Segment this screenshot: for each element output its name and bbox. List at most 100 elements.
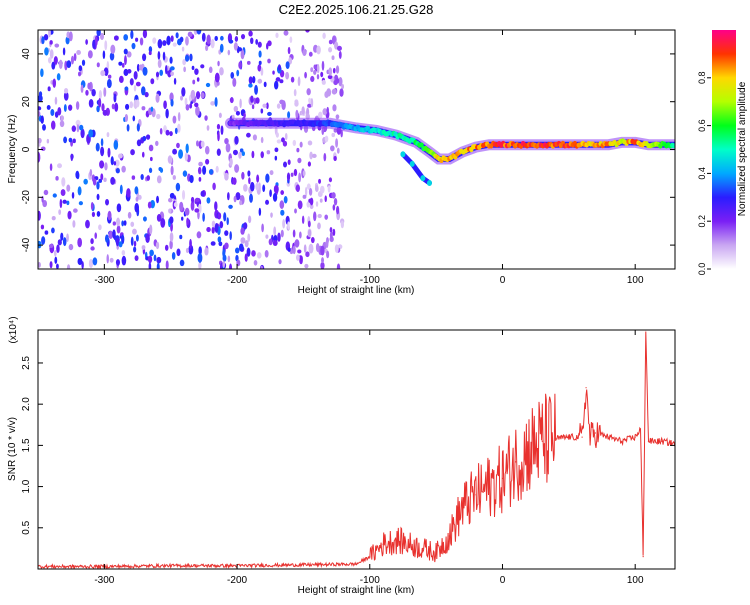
noise-speckle — [49, 261, 53, 269]
noise-speckle — [297, 249, 302, 254]
noise-speckle — [335, 65, 340, 74]
noise-speckle — [124, 113, 129, 122]
noise-speckle — [302, 170, 306, 177]
noise-speckle — [217, 212, 222, 220]
noise-speckle — [308, 97, 312, 104]
noise-speckle — [75, 170, 80, 179]
noise-speckle — [170, 222, 173, 232]
snr-point — [448, 535, 450, 537]
noise-speckle — [143, 216, 147, 222]
noise-speckle — [267, 58, 271, 64]
noise-speckle — [76, 124, 80, 133]
noise-speckle — [146, 175, 151, 181]
noise-speckle — [141, 106, 146, 111]
snr-point — [395, 539, 397, 541]
noise-speckle — [131, 175, 136, 180]
noise-speckle — [251, 104, 255, 110]
noise-speckle — [49, 49, 54, 59]
noise-speckle — [185, 143, 189, 154]
noise-speckle — [310, 75, 315, 82]
noise-speckle — [270, 212, 273, 218]
noise-speckle — [157, 51, 161, 60]
noise-speckle — [124, 55, 127, 66]
noise-speckle — [256, 174, 260, 183]
noise-speckle — [295, 109, 299, 119]
noise-speckle — [328, 177, 333, 183]
noise-speckle — [218, 112, 222, 118]
noise-speckle — [116, 203, 122, 213]
noise-speckle — [211, 220, 216, 228]
noise-speckle — [254, 84, 258, 95]
noise-speckle — [200, 140, 205, 148]
noise-speckle — [230, 72, 235, 79]
noise-speckle — [40, 115, 44, 124]
y-tick-label: 20 — [21, 96, 32, 108]
noise-speckle — [256, 252, 262, 259]
noise-speckle — [132, 115, 136, 122]
noise-speckle — [249, 193, 253, 203]
noise-speckle — [306, 201, 310, 208]
noise-speckle — [162, 51, 166, 61]
noise-speckle — [296, 147, 300, 153]
noise-speckle — [127, 69, 132, 74]
noise-speckle — [58, 59, 63, 70]
noise-speckle — [156, 113, 161, 120]
noise-speckle — [50, 120, 56, 130]
noise-speckle — [121, 62, 125, 68]
noise-speckle — [78, 65, 83, 72]
noise-speckle — [88, 258, 94, 268]
noise-speckle — [104, 234, 109, 243]
noise-speckle — [307, 103, 312, 108]
noise-speckle — [46, 138, 50, 144]
noise-speckle — [316, 45, 321, 55]
noise-speckle — [198, 161, 203, 167]
noise-speckle — [215, 165, 219, 173]
noise-speckle — [197, 252, 203, 263]
snr-point — [435, 551, 437, 554]
noise-speckle — [219, 43, 224, 53]
noise-speckle — [148, 51, 152, 56]
noise-speckle — [326, 106, 329, 114]
noise-speckle — [273, 184, 279, 194]
noise-speckle — [196, 231, 202, 239]
noise-speckle — [100, 70, 106, 77]
noise-speckle — [70, 55, 74, 65]
snr-point — [581, 436, 583, 438]
noise-speckle — [250, 37, 254, 45]
noise-speckle — [297, 157, 302, 164]
snr-frame — [37, 329, 676, 570]
noise-speckle — [328, 39, 333, 45]
noise-speckle — [224, 137, 229, 145]
noise-speckle — [280, 190, 285, 195]
noise-speckle — [77, 257, 83, 266]
noise-speckle — [303, 244, 307, 253]
noise-speckle — [326, 88, 332, 97]
snr-axes: -300 -200 -100 0 100 0.5 1.0 1.5 2.0 2.5 — [21, 330, 675, 586]
noise-speckle — [294, 239, 300, 248]
noise-speckle — [255, 182, 260, 191]
noise-speckle — [241, 171, 245, 180]
snr-point — [422, 547, 424, 549]
noise-speckle — [332, 35, 335, 45]
noise-speckle — [290, 172, 294, 177]
y-tick-label: 0 — [21, 146, 32, 152]
colorbar-tick-label: 0.6 — [697, 119, 707, 132]
noise-speckle — [156, 195, 159, 204]
noise-speckle — [246, 60, 251, 65]
noise-speckle — [265, 173, 270, 183]
noise-speckle — [299, 141, 303, 148]
noise-speckle — [197, 166, 202, 175]
noise-speckle — [94, 36, 98, 47]
noise-speckle — [41, 36, 45, 45]
noise-speckle — [210, 241, 216, 246]
noise-speckle — [60, 232, 64, 241]
noise-speckle — [163, 100, 167, 110]
noise-speckle — [196, 77, 200, 82]
noise-speckle — [92, 39, 96, 49]
noise-speckle — [176, 142, 180, 149]
snr-panel: -300 -200 -100 0 100 0.5 1.0 1.5 2.0 2.5 Height o… — [7, 316, 676, 596]
y-tick-label: 2.0 — [21, 397, 32, 411]
noise-speckle — [295, 184, 301, 192]
noise-speckle — [38, 152, 41, 163]
